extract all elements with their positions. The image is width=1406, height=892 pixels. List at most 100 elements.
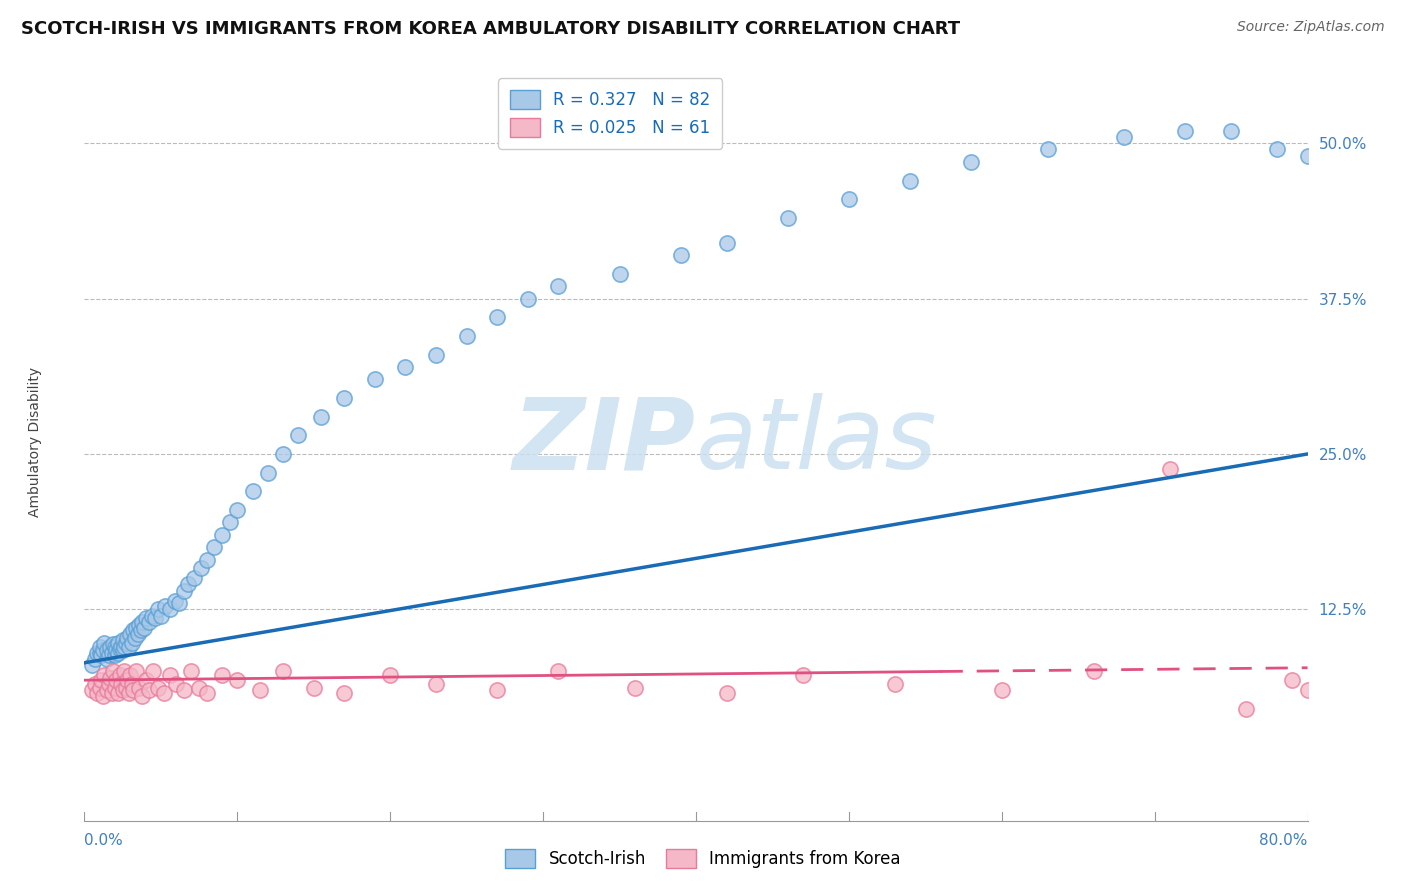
Point	[1296, 683, 1319, 698]
Point	[122, 683, 145, 698]
Point	[105, 643, 128, 657]
Point	[456, 329, 478, 343]
Point	[114, 681, 136, 695]
Point	[364, 372, 387, 386]
Point	[135, 673, 157, 688]
Point	[97, 648, 120, 663]
Text: SCOTCH-IRISH VS IMMIGRANTS FROM KOREA AMBULATORY DISABILITY CORRELATION CHART: SCOTCH-IRISH VS IMMIGRANTS FROM KOREA AM…	[21, 20, 960, 37]
Point	[105, 673, 128, 688]
Point	[271, 447, 294, 461]
Point	[110, 677, 132, 691]
Point	[104, 640, 127, 654]
Point	[103, 665, 125, 679]
Point	[89, 681, 111, 695]
Point	[132, 621, 155, 635]
Point	[108, 668, 131, 682]
Point	[1159, 462, 1181, 476]
Point	[287, 428, 309, 442]
Point	[188, 681, 211, 695]
Point	[141, 608, 163, 623]
Point	[257, 466, 280, 480]
Point	[129, 624, 152, 638]
Point	[104, 681, 127, 695]
Point	[669, 248, 692, 262]
Point	[547, 279, 569, 293]
Point	[131, 615, 153, 629]
Point	[90, 673, 112, 688]
Point	[218, 516, 240, 530]
Point	[1236, 702, 1258, 716]
Text: atlas: atlas	[696, 393, 938, 490]
Point	[98, 671, 121, 685]
Point	[89, 646, 111, 660]
Point	[118, 640, 141, 654]
Text: 80.0%: 80.0%	[1260, 833, 1308, 848]
Legend: Scotch-Irish, Immigrants from Korea: Scotch-Irish, Immigrants from Korea	[499, 842, 907, 875]
Point	[107, 646, 129, 660]
Point	[111, 643, 134, 657]
Point	[173, 683, 195, 698]
Point	[149, 608, 172, 623]
Point	[195, 552, 218, 566]
Text: ZIP: ZIP	[513, 393, 696, 490]
Point	[1281, 673, 1303, 688]
Point	[249, 683, 271, 698]
Point	[135, 611, 157, 625]
Point	[776, 211, 799, 225]
Point	[425, 677, 447, 691]
Point	[211, 528, 233, 542]
Point	[97, 677, 120, 691]
Point	[153, 685, 176, 699]
Point	[165, 677, 187, 691]
Point	[425, 347, 447, 361]
Point	[115, 631, 138, 645]
Point	[93, 636, 115, 650]
Point	[86, 646, 108, 660]
Point	[1327, 739, 1350, 753]
Point	[138, 615, 160, 629]
Legend: R = 0.327   N = 82, R = 0.025   N = 61: R = 0.327 N = 82, R = 0.025 N = 61	[498, 78, 723, 149]
Point	[80, 658, 103, 673]
Point	[333, 685, 356, 699]
Text: Ambulatory Disability: Ambulatory Disability	[28, 367, 42, 516]
Point	[143, 611, 166, 625]
Point	[302, 681, 325, 695]
Point	[1265, 143, 1288, 157]
Point	[146, 602, 169, 616]
Point	[394, 359, 416, 374]
Point	[183, 571, 205, 585]
Point	[98, 640, 121, 654]
Point	[104, 648, 127, 663]
Point	[333, 391, 356, 405]
Point	[271, 665, 294, 679]
Point	[1036, 143, 1059, 157]
Point	[195, 685, 218, 699]
Text: Source: ZipAtlas.com: Source: ZipAtlas.com	[1237, 20, 1385, 34]
Point	[792, 668, 814, 682]
Point	[108, 642, 131, 657]
Point	[159, 668, 181, 682]
Point	[111, 633, 134, 648]
Point	[1312, 690, 1334, 704]
Point	[311, 409, 333, 424]
Point	[84, 677, 107, 691]
Point	[155, 599, 177, 613]
Point	[96, 643, 118, 657]
Text: 0.0%: 0.0%	[84, 833, 124, 848]
Point	[226, 503, 249, 517]
Point	[180, 665, 202, 679]
Point	[118, 685, 141, 699]
Point	[128, 618, 150, 632]
Point	[167, 596, 190, 610]
Point	[110, 640, 132, 654]
Point	[173, 583, 195, 598]
Point	[883, 677, 905, 691]
Point	[1220, 124, 1243, 138]
Point	[202, 540, 225, 554]
Point	[86, 685, 108, 699]
Point	[107, 636, 129, 650]
Point	[547, 665, 569, 679]
Point	[486, 683, 509, 698]
Point	[120, 627, 142, 641]
Point	[125, 665, 148, 679]
